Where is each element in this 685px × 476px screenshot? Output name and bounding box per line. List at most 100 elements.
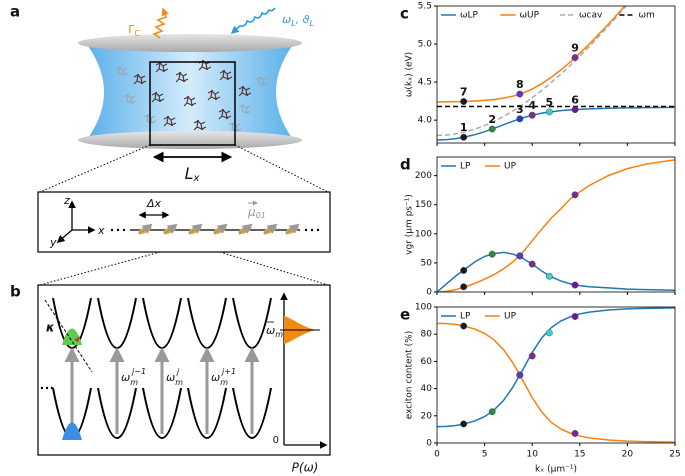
marker [571,54,579,62]
transition-label: ωmj+1 [211,367,236,387]
y-tick-label: 0 [426,288,432,298]
wells-box [37,284,331,456]
chain-box [37,191,331,253]
panel-label: a [10,3,20,21]
bottom-mirror [78,131,302,149]
transition-arrows [64,347,260,434]
x-tick-label: 20 [622,450,634,460]
axis-x: x [97,224,105,237]
legend-label: ωLP [460,11,479,21]
y-tick-label: 4.0 [418,116,433,126]
x-tick-label: 5 [482,450,488,460]
marker [528,111,536,119]
ground-wavepacket [62,422,82,440]
y-tick-label: 0 [426,439,432,449]
dipole-label: μ01 [247,205,266,220]
transition-label: ωmj−1 [121,367,146,387]
y-tick-label: 60 [421,357,433,367]
ellipsis [40,386,54,390]
marker [460,133,468,141]
plot-area [437,307,675,443]
marker [571,191,579,199]
marker [571,430,579,437]
y-axis-label: exciton content (%) [405,331,415,420]
decay-label: κ [46,321,55,335]
y-tick-label: 4.5 [418,78,432,88]
axes-frame [436,156,676,293]
marker [545,108,553,116]
axes-frame [436,5,676,144]
laser-label: ωL, ϑL [282,13,314,28]
loss-arrow [152,7,169,39]
y-tick-label: 5.0 [418,40,433,50]
marker [516,90,524,98]
point-label: 3 [516,103,524,116]
legend-label: LP [460,162,471,172]
point-label: 1 [460,121,468,134]
mean-label: ωm [266,324,283,339]
point-label: 5 [546,96,554,109]
y-axis-label: ω(kₓ) (eV) [405,52,415,97]
relaxation-arrow [74,336,80,342]
laser-arrow [230,7,276,35]
panel-label: d [400,156,411,174]
y-tick-label: 200 [415,171,432,181]
dissociative-curve [44,299,93,373]
loss-label: ΓC [128,23,140,38]
point-label: 8 [516,78,524,91]
panel-label: b [10,283,21,301]
legend-label: ωm [639,11,655,21]
length-label: Lx [185,164,200,185]
marker [488,125,496,133]
legend-label: ωUP [520,11,540,21]
marker [528,260,536,268]
legend-label: UP [504,312,517,322]
axis-z: z [63,194,70,207]
zoom-line [234,144,329,193]
spacing-label: Δx [146,197,162,210]
plot-area [437,6,675,141]
zoom-line [39,251,161,286]
marker [460,322,468,330]
y-tick-label: 40 [421,384,433,394]
chain-molecules [138,223,300,235]
transition-label: ωmj [166,367,183,387]
y-tick-label: 50 [421,258,433,268]
marker [460,283,468,291]
series-line [437,159,675,292]
x-tick-label: 0 [434,450,440,460]
marker [460,420,468,428]
plot-area [437,159,675,292]
marker [571,281,579,289]
point-label: 9 [571,42,579,55]
x-axis-label: kₓ (μm⁻¹) [535,465,577,475]
marker [545,272,553,280]
series-line [437,106,675,141]
legend-label: UP [504,162,517,172]
y-tick-label: 20 [421,411,433,421]
zero-label: 0 [273,435,279,446]
point-label: 4 [528,99,536,112]
panel-label: c [400,5,409,23]
point-label: 7 [460,86,468,99]
unit-box [149,61,236,146]
ellipsis [110,228,320,232]
axis-y: y [49,236,57,249]
series-line [437,6,628,137]
marker [528,352,536,360]
legend-label: ωcav [579,11,603,21]
top-mirror [78,34,302,52]
y-tick-label: 150 [415,200,432,210]
point-label: 2 [488,113,496,126]
series-line [437,307,675,428]
marker [516,252,524,260]
marker [516,371,524,379]
x-tick-label: 25 [669,450,680,460]
marker [488,250,496,258]
y-axis-label: vgr (μm ps⁻¹) [405,194,415,255]
marker [571,106,579,113]
y-tick-label: 5.5 [418,2,432,12]
legend-label: LP [460,312,471,322]
point-label: 6 [571,94,579,107]
